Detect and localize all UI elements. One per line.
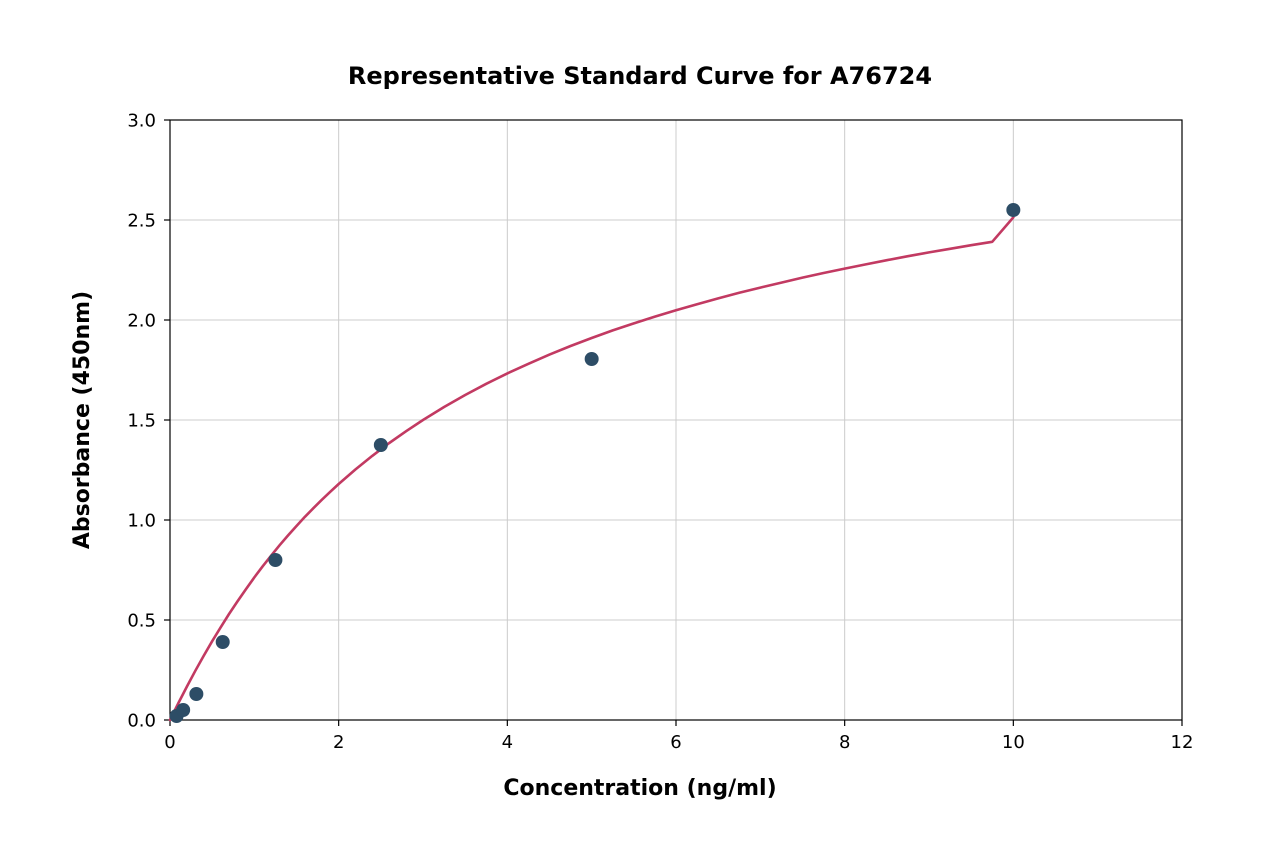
y-tick-label: 0.5: [127, 610, 156, 631]
y-tick-label: 3.0: [127, 110, 156, 131]
y-tick-label: 1.5: [127, 410, 156, 431]
x-tick-label: 10: [1002, 732, 1025, 753]
chart-title: Representative Standard Curve for A76724: [0, 62, 1280, 90]
data-point: [1006, 203, 1020, 217]
y-tick-label: 2.0: [127, 310, 156, 331]
data-point: [374, 438, 388, 452]
x-tick-label: 0: [164, 732, 175, 753]
x-axis-label: Concentration (ng/ml): [0, 776, 1280, 801]
y-tick-label: 2.5: [127, 210, 156, 231]
data-point: [268, 553, 282, 567]
x-tick-label: 6: [670, 732, 681, 753]
chart-container: Representative Standard Curve for A76724…: [0, 0, 1280, 845]
data-point: [216, 635, 230, 649]
data-point: [189, 687, 203, 701]
y-tick-label: 1.0: [127, 510, 156, 531]
x-tick-label: 8: [839, 732, 850, 753]
x-tick-label: 2: [333, 732, 344, 753]
x-tick-label: 12: [1171, 732, 1194, 753]
data-point: [585, 352, 599, 366]
chart-svg: 0 2 4 6 8 10 12 0.0 0.5 1.0 1.5 2.0 2.5 3.0: [0, 0, 1280, 845]
x-tick-label: 4: [502, 732, 513, 753]
data-point: [176, 703, 190, 717]
y-axis-label: Absorbance (450nm): [70, 220, 95, 620]
y-tick-label: 0.0: [127, 710, 156, 731]
